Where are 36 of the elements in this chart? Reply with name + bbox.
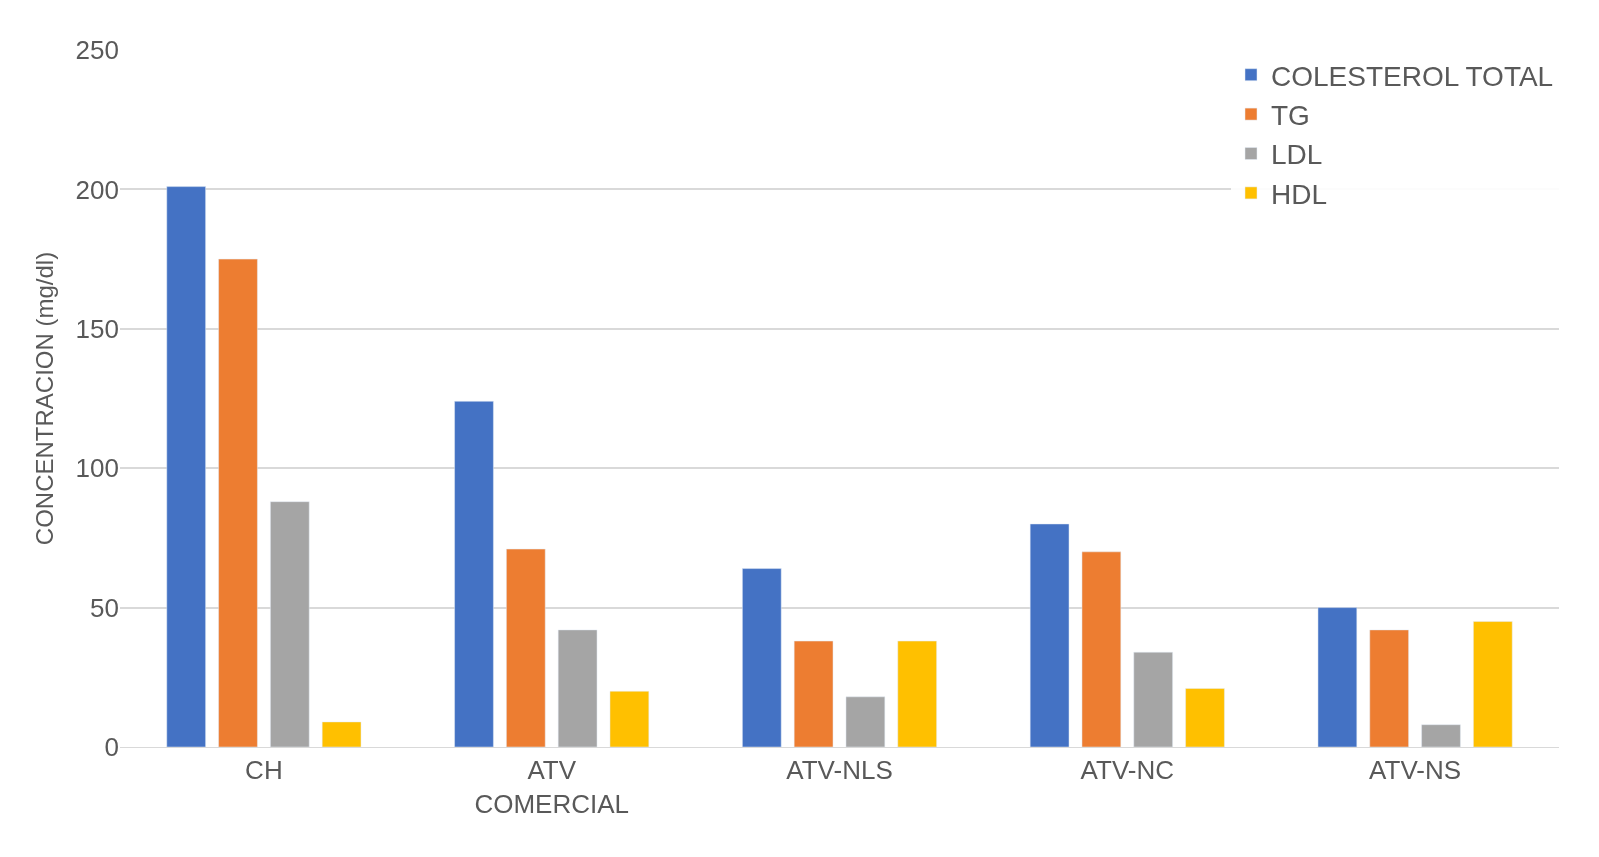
y-tick-label: 150: [75, 313, 119, 344]
x-tick-label: ATV-NC: [1080, 755, 1175, 786]
bar: [1029, 523, 1070, 747]
x-tick-label: ATV-NS: [1369, 755, 1462, 786]
x-tick-label: CH: [245, 755, 283, 786]
bar: [1185, 688, 1225, 747]
y-tick-label: 200: [75, 174, 119, 205]
y-tick-label: 0: [104, 732, 119, 763]
legend-label: LDL: [1271, 139, 1323, 171]
bar: [557, 629, 598, 747]
x-tick-label: ATV-NLS: [786, 755, 893, 786]
bar: [609, 690, 650, 747]
bar: [166, 186, 206, 747]
y-tick-label: 100: [75, 453, 119, 484]
bar: [218, 258, 258, 747]
bar: [1081, 551, 1122, 747]
bar: [1369, 629, 1409, 747]
bar: [793, 640, 834, 747]
bar: [742, 568, 782, 747]
bar: [321, 721, 362, 747]
legend-label: TG: [1271, 100, 1310, 132]
bar: [454, 401, 494, 747]
y-axis-title: CONCENTRACION (mg/dl): [30, 251, 58, 546]
y-tick-label: 250: [75, 35, 119, 66]
y-tick-label: 50: [90, 592, 119, 623]
legend-label: COLESTEROL TOTAL: [1271, 60, 1554, 92]
bar: [897, 640, 937, 747]
legend-label: HDL: [1271, 178, 1328, 210]
bar: [1473, 621, 1513, 747]
bar: [1421, 724, 1461, 747]
bar: [1317, 607, 1358, 747]
bar: [506, 548, 546, 747]
bar: [270, 501, 310, 747]
bar: [845, 696, 886, 747]
bar: [1133, 651, 1173, 747]
x-tick-label: ATV COMERCIAL: [474, 755, 629, 819]
